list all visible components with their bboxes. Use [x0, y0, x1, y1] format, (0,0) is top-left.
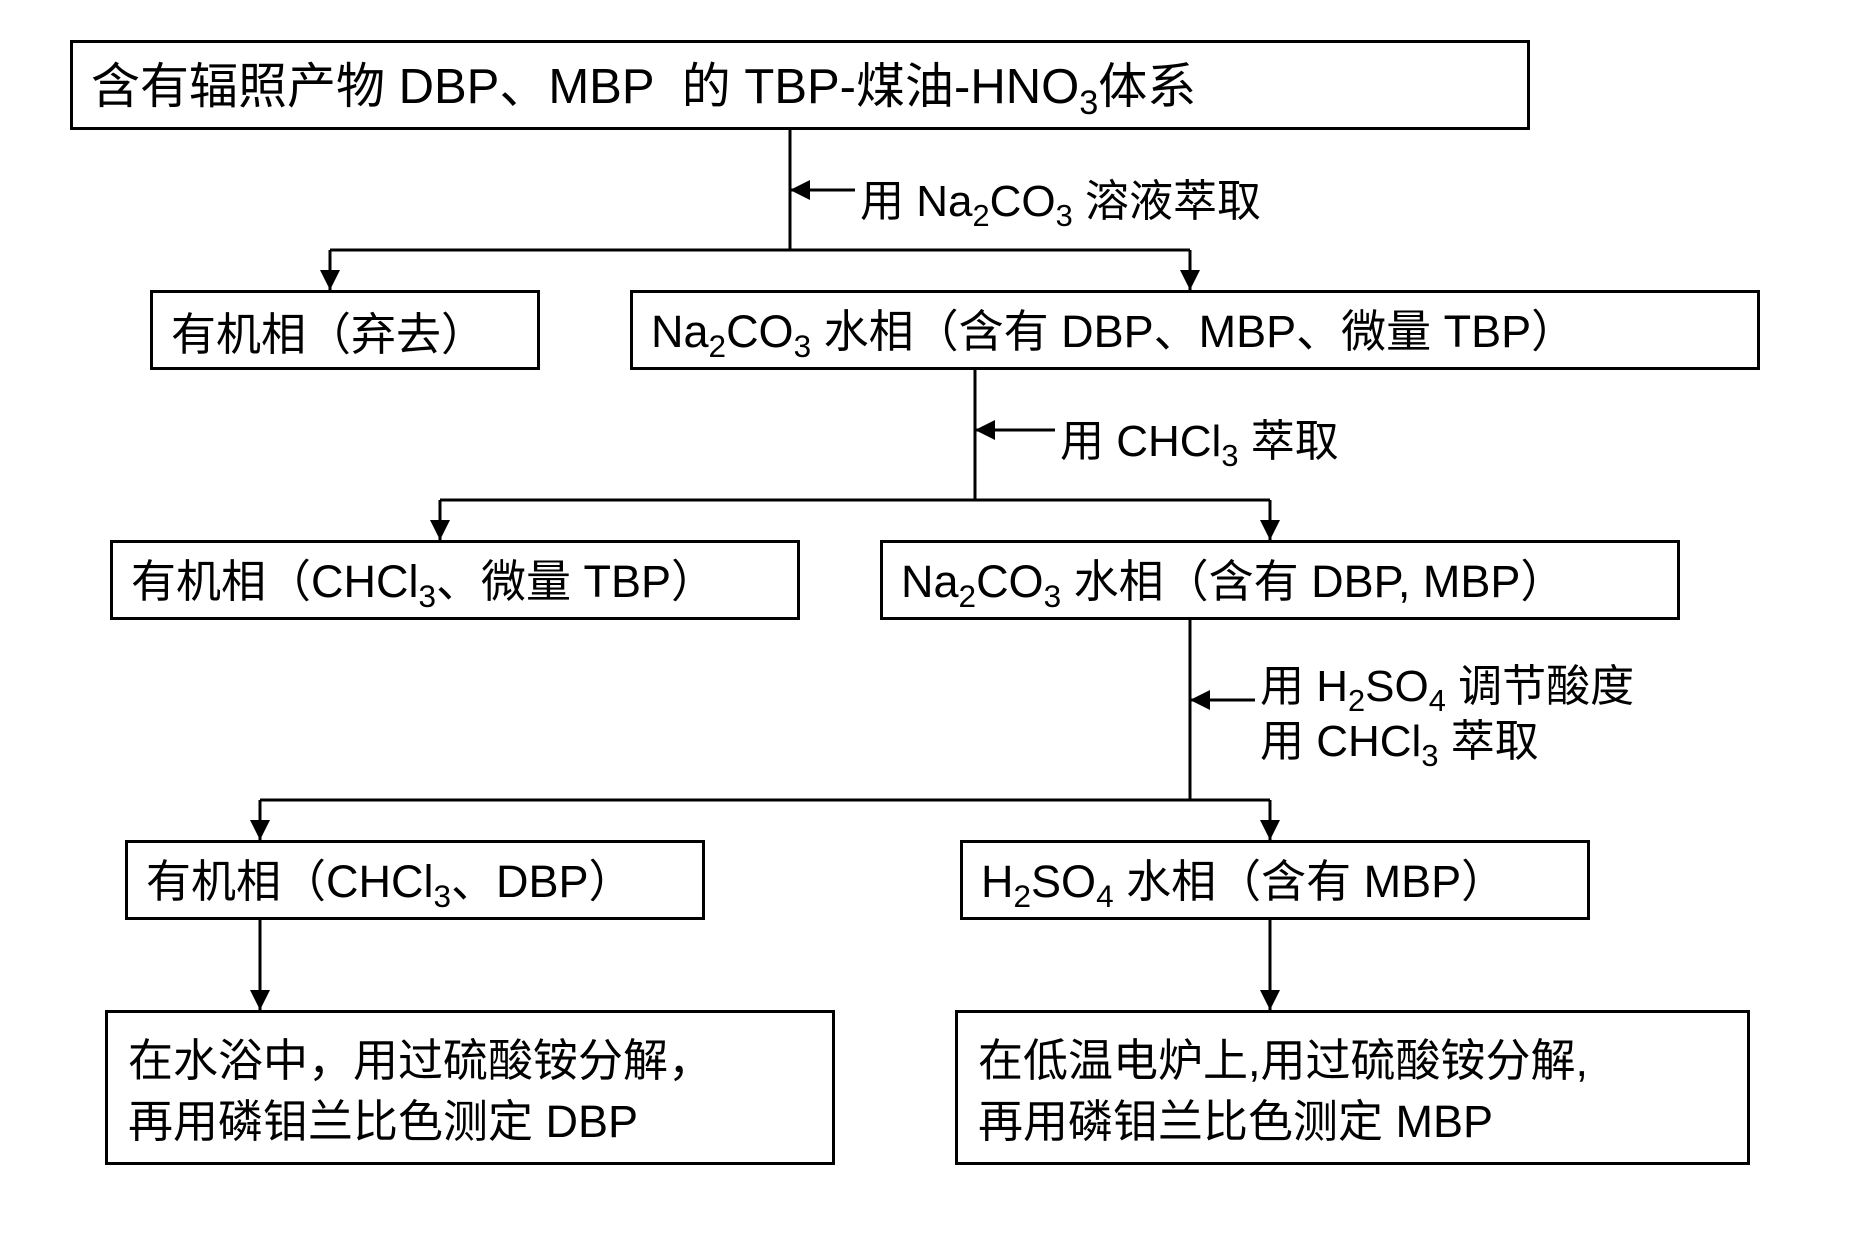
aqueous2-box: Na2CO3 水相（含有 DBP, MBP） — [880, 540, 1680, 620]
result2-text: 在低温电炉上,用过硫酸铵分解, 再用磷钼兰比色测定 MBP — [978, 1031, 1588, 1153]
aqueous3-text: H2SO4 水相（含有 MBP） — [981, 845, 1506, 915]
organic3-text: 有机相（CHCl3、DBP） — [146, 845, 634, 915]
organic3-box: 有机相（CHCl3、DBP） — [125, 840, 705, 920]
aqueous1-text: Na2CO3 水相（含有 DBP、MBP、微量 TBP） — [651, 295, 1576, 365]
root-text: 含有辐照产物 DBP、MBP 的 TBP-煤油-HNO3体系 — [91, 47, 1196, 123]
step1-label: 用 Na2CO3 溶液萃取 — [860, 165, 1261, 234]
step3-label2: 用 CHCl3 萃取 — [1260, 705, 1539, 774]
organic1-box: 有机相（弃去） — [150, 290, 540, 370]
aqueous1-box: Na2CO3 水相（含有 DBP、MBP、微量 TBP） — [630, 290, 1760, 370]
result1-box: 在水浴中，用过硫酸铵分解， 再用磷钼兰比色测定 DBP — [105, 1010, 835, 1165]
organic2-text: 有机相（CHCl3、微量 TBP） — [131, 545, 716, 615]
organic1-text: 有机相（弃去） — [171, 298, 486, 363]
organic2-box: 有机相（CHCl3、微量 TBP） — [110, 540, 800, 620]
aqueous3-box: H2SO4 水相（含有 MBP） — [960, 840, 1590, 920]
aqueous2-text: Na2CO3 水相（含有 DBP, MBP） — [901, 545, 1565, 615]
root-box: 含有辐照产物 DBP、MBP 的 TBP-煤油-HNO3体系 — [70, 40, 1530, 130]
result1-text: 在水浴中，用过硫酸铵分解， 再用磷钼兰比色测定 DBP — [128, 1031, 713, 1153]
result2-box: 在低温电炉上,用过硫酸铵分解, 再用磷钼兰比色测定 MBP — [955, 1010, 1750, 1165]
step2-label: 用 CHCl3 萃取 — [1060, 405, 1339, 474]
